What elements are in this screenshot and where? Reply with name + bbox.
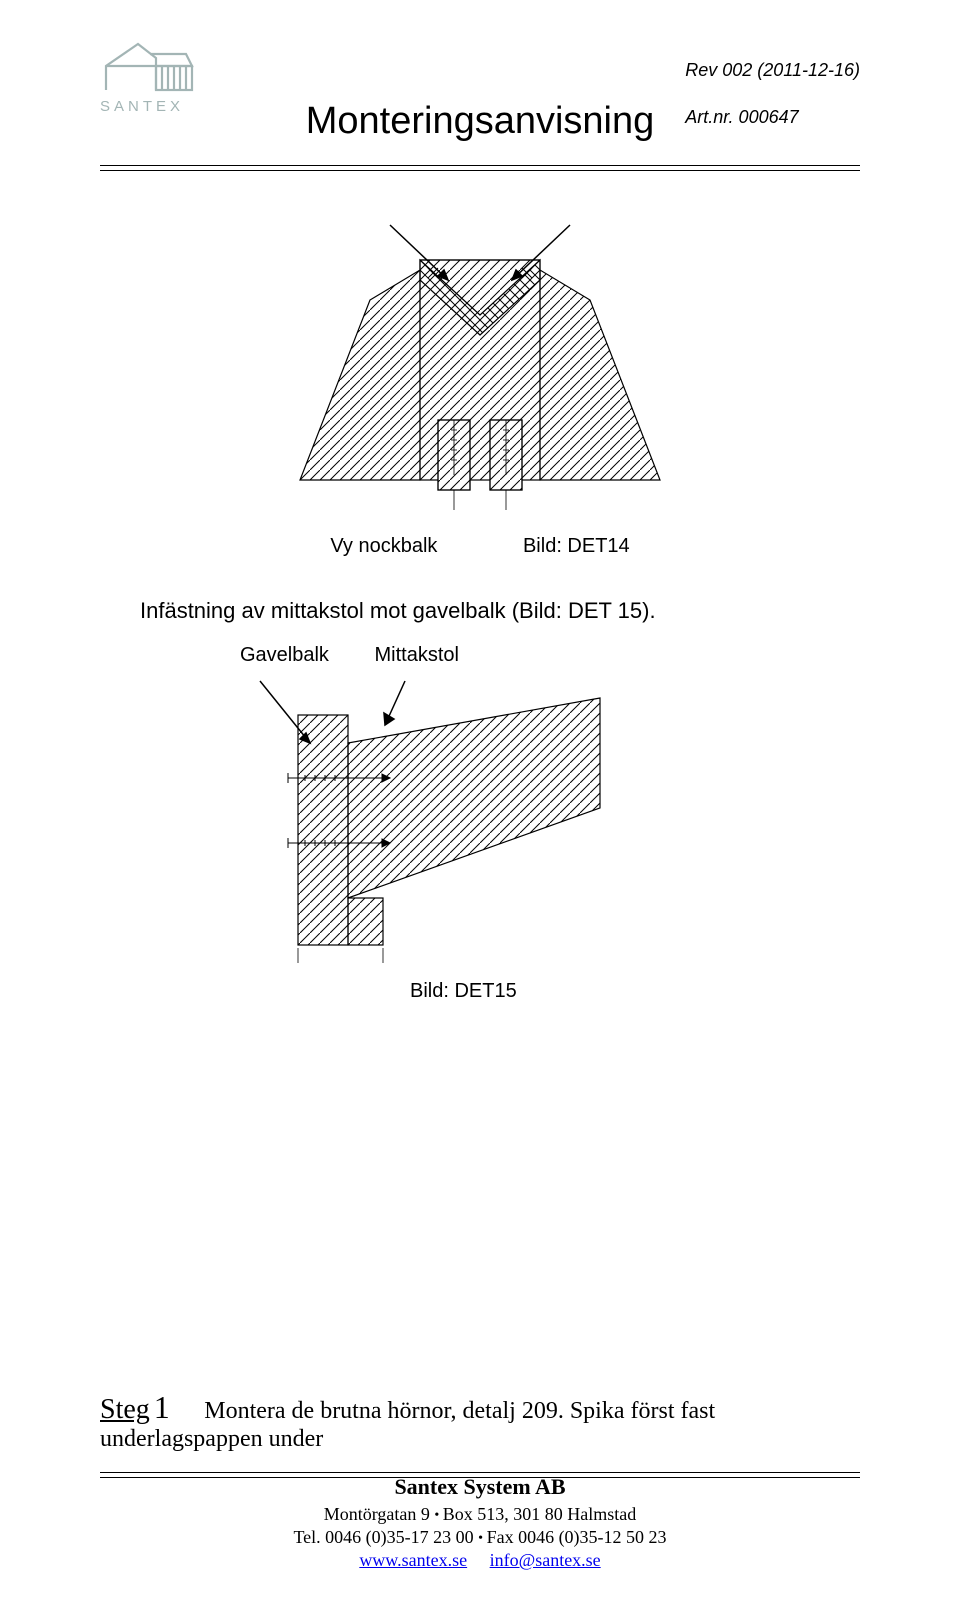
step-1: Steg1 Montera de brutna hörnor, detalj 2… [100,1389,860,1453]
paragraph-1: Infästning av mittakstol mot gavelbalk (… [140,598,860,624]
footer-phones: Tel. 0046 (0)35-17 23 00 • Fax 0046 (0)3… [0,1527,960,1548]
step-label: Steg [100,1394,150,1425]
figure-det15 [240,673,860,968]
footer-tel: Tel. 0046 (0)35-17 23 00 [293,1527,473,1547]
figure-det14: Vy nockbalk Bild: DET14 [100,220,860,558]
page-title: Monteringsanvisning [0,100,960,143]
fig2-caption: Bild: DET15 [410,980,860,1003]
footer: Santex System AB Montörgatan 9 • Box 513… [0,1474,960,1573]
footer-box: Box 513, 301 80 Halmstad [443,1504,637,1524]
det14-diagram [270,220,690,520]
santex-logo-icon [100,40,200,95]
bullet-icon: • [434,1508,442,1523]
det15-diagram [240,673,620,963]
revision-text: Rev 002 (2011-12-16) [685,60,860,81]
fig2-label-right: Mittakstol [375,644,459,666]
footer-company: Santex System AB [0,1474,960,1500]
step-text: Montera de brutna hörnor, detalj 209. Sp… [100,1398,715,1452]
bullet-icon: • [478,1531,486,1546]
footer-fax: Fax 0046 (0)35-12 50 23 [487,1527,667,1547]
step-number: 1 [154,1389,170,1425]
footer-email-link[interactable]: info@santex.se [490,1550,601,1570]
header-rule [100,165,860,171]
footer-street: Montörgatan 9 [324,1504,430,1524]
fig1-label-left: Vy nockbalk [330,535,437,558]
fig2-label-left: Gavelbalk [240,644,329,667]
content-area: Vy nockbalk Bild: DET14 Infästning av mi… [100,200,860,1453]
footer-links: www.santex.se info@santex.se [0,1550,960,1571]
footer-address1: Montörgatan 9 • Box 513, 301 80 Halmstad [0,1504,960,1525]
fig1-label-right: Bild: DET14 [523,535,630,557]
footer-web-link[interactable]: www.santex.se [359,1550,467,1570]
